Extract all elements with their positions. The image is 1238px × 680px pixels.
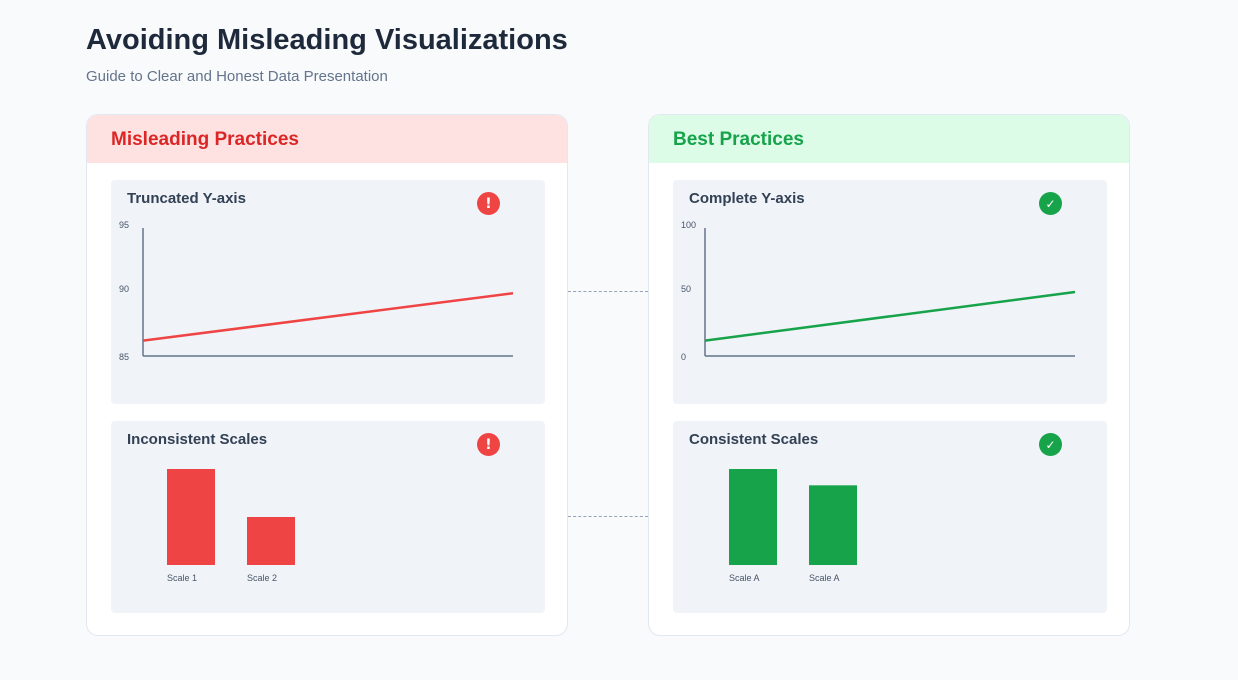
complete-y-axis-card: Complete Y-axis ✓ 100 50 0: [673, 180, 1107, 404]
y-tick-label: 85: [119, 352, 129, 362]
dashed-connector: [568, 516, 648, 517]
bar: [167, 469, 215, 565]
card-title: Inconsistent Scales: [127, 431, 268, 448]
misleading-practices-heading: Misleading Practices: [87, 115, 567, 163]
y-tick-label: 95: [119, 220, 129, 230]
trend-line: [142, 292, 514, 342]
complete-line-chart: 100 50 0: [681, 220, 1076, 362]
bar: [247, 517, 295, 565]
consistent-bar-chart: Scale A Scale A: [729, 469, 857, 583]
bar-label: Scale A: [809, 573, 840, 583]
bar: [729, 469, 777, 565]
trend-line: [704, 290, 1076, 342]
misleading-practices-panel: Misleading Practices Truncated Y-axis ! …: [86, 114, 568, 636]
y-tick-label: 50: [681, 284, 691, 294]
y-tick-label: 100: [681, 220, 696, 230]
best-practices-panel: Best Practices Complete Y-axis ✓ 100 50 …: [648, 114, 1130, 636]
card-title: Consistent Scales: [689, 431, 819, 448]
inconsistent-scales-card: Inconsistent Scales ! Scale 1 Scale 2: [111, 421, 545, 613]
best-practices-heading: Best Practices: [649, 115, 1129, 163]
inconsistent-bar-chart: Scale 1 Scale 2: [167, 469, 295, 583]
bar-label: Scale 1: [167, 573, 197, 583]
consistent-scales-card: Consistent Scales ✓ Scale A Scale A: [673, 421, 1107, 613]
exclamation-icon: !: [477, 433, 500, 456]
dashed-connector: [568, 291, 648, 292]
page-subtitle: Guide to Clear and Honest Data Presentat…: [86, 68, 388, 85]
card-title: Complete Y-axis: [689, 190, 805, 207]
truncated-y-axis-card: Truncated Y-axis ! 95 90 85: [111, 180, 545, 404]
checkmark-icon: ✓: [1039, 192, 1062, 215]
card-title: Truncated Y-axis: [127, 190, 246, 207]
checkmark-icon: ✓: [1039, 433, 1062, 456]
y-tick-label: 0: [681, 352, 686, 362]
bar-label: Scale A: [729, 573, 760, 583]
page-title: Avoiding Misleading Visualizations: [86, 24, 568, 56]
bar: [809, 485, 857, 565]
bar-label: Scale 2: [247, 573, 277, 583]
exclamation-icon: !: [477, 192, 500, 215]
truncated-line-chart: 95 90 85: [119, 220, 514, 362]
y-tick-label: 90: [119, 284, 129, 294]
